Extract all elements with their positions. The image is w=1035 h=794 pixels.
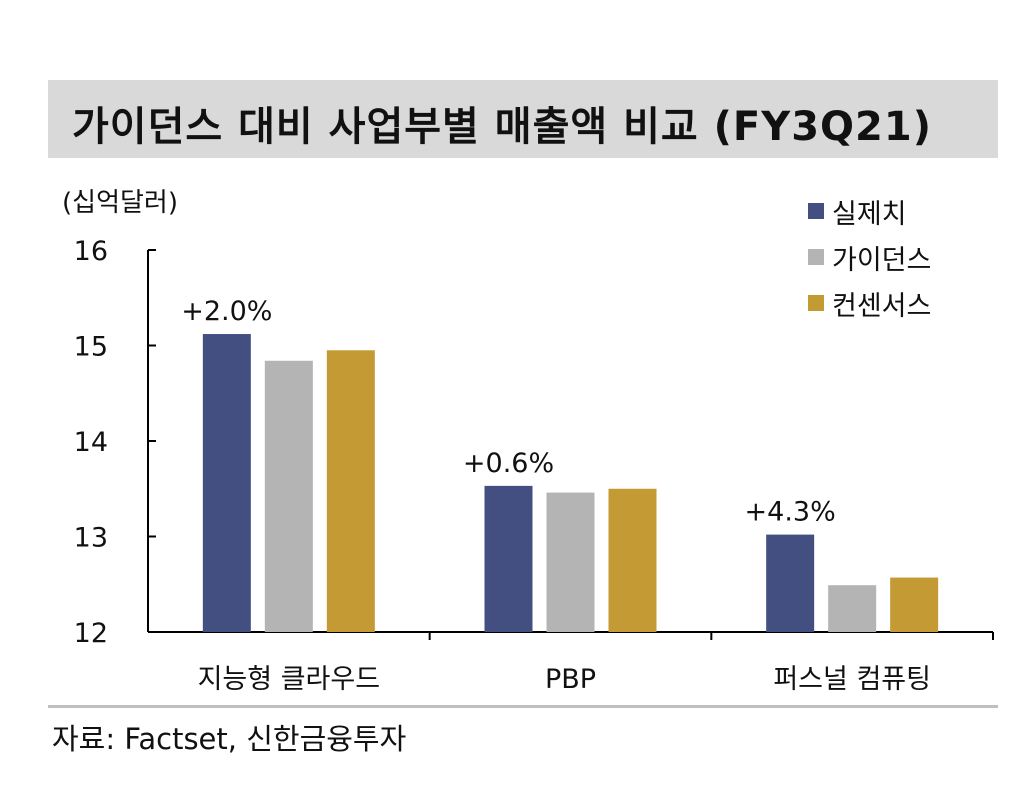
legend-item-guidance: 가이던스 <box>808 234 931 280</box>
chart-title: 가이던스 대비 사업부별 매출액 비교 (FY3Q21) <box>72 104 932 150</box>
legend-swatch-consensus <box>808 295 824 311</box>
bar-guidance <box>828 585 877 632</box>
y-axis-unit-label: (십억달러) <box>62 188 178 218</box>
data-label: +4.3% <box>745 497 836 528</box>
legend-swatch-actual <box>808 203 824 219</box>
data-label: +2.0% <box>181 296 272 327</box>
bar-consensus <box>890 577 939 632</box>
title-bar: 가이던스 대비 사업부별 매출액 비교 (FY3Q21) <box>48 80 998 158</box>
bar-consensus <box>326 350 375 632</box>
divider <box>48 705 998 708</box>
legend-item-consensus: 컨센서스 <box>808 280 931 326</box>
legend-label-guidance: 가이던스 <box>832 244 932 276</box>
x-tick-label: 지능형 클라우드 <box>198 664 380 695</box>
legend-item-actual: 실제치 <box>808 188 931 234</box>
bar-guidance <box>264 360 313 632</box>
bar-actual <box>484 485 533 632</box>
y-tick-label: 14 <box>74 427 108 458</box>
y-tick-label: 16 <box>74 236 108 267</box>
y-tick-label: 15 <box>74 332 108 363</box>
legend-label-actual: 실제치 <box>832 198 907 230</box>
bar-actual <box>202 334 251 632</box>
y-tick-label: 12 <box>74 618 108 649</box>
bar-consensus <box>608 488 657 632</box>
legend: 실제치 가이던스 컨센서스 <box>808 188 931 326</box>
bar-actual <box>766 534 815 632</box>
legend-swatch-guidance <box>808 249 824 265</box>
y-tick-label: 13 <box>74 523 108 554</box>
data-label: +0.6% <box>463 448 554 479</box>
x-tick-label: PBP <box>545 664 596 695</box>
x-tick-label: 퍼스널 컴퓨팅 <box>773 664 931 695</box>
legend-label-consensus: 컨센서스 <box>832 290 932 322</box>
source-note: 자료: Factset, 신한금융투자 <box>52 722 407 756</box>
bar-guidance <box>546 492 595 632</box>
